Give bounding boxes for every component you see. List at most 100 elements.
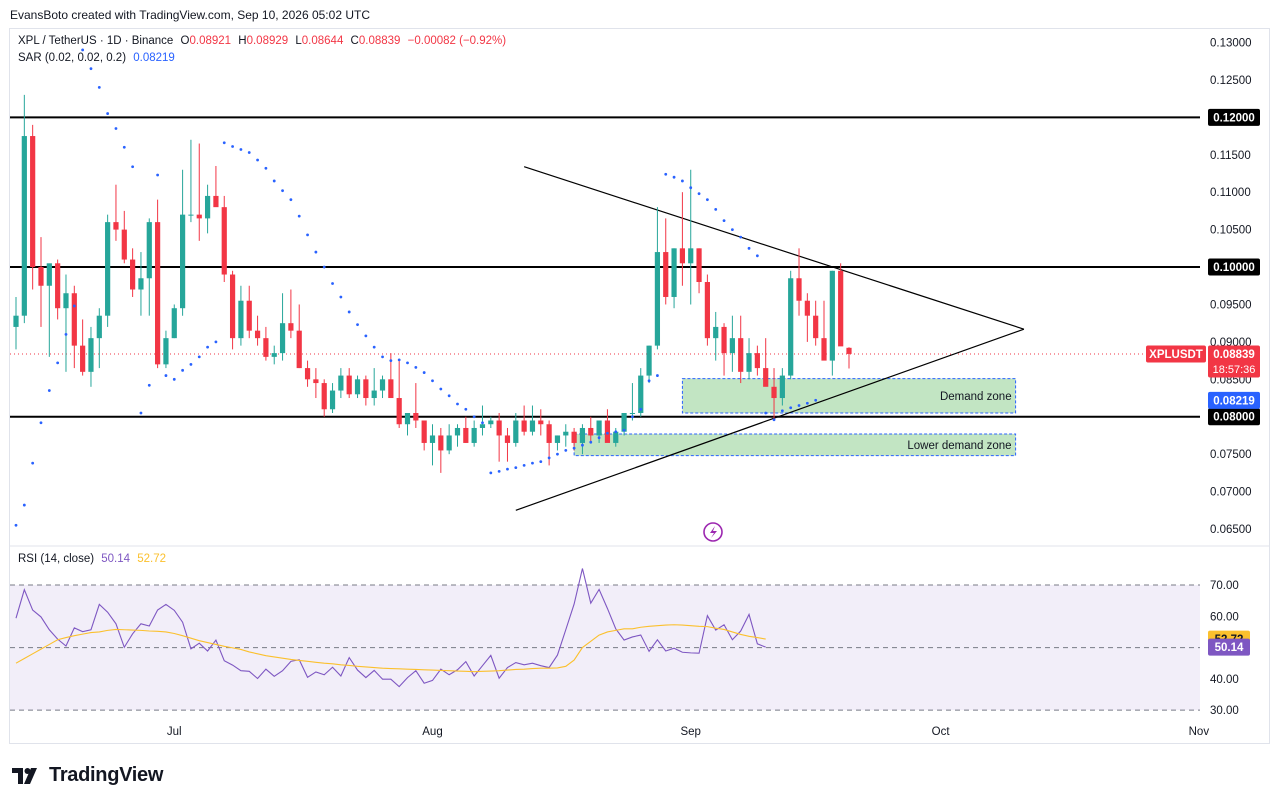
candle[interactable] — [413, 383, 419, 428]
candle[interactable] — [88, 326, 94, 387]
candle[interactable] — [754, 345, 760, 376]
tradingview-branding[interactable]: TradingView — [12, 764, 163, 787]
candle[interactable] — [471, 420, 477, 447]
candle[interactable] — [121, 210, 127, 264]
candle[interactable] — [588, 416, 594, 443]
candle[interactable] — [388, 353, 394, 399]
candle[interactable] — [46, 263, 52, 357]
candle[interactable] — [338, 368, 344, 399]
candle[interactable] — [404, 413, 411, 436]
candle[interactable] — [671, 248, 677, 309]
candle[interactable] — [38, 237, 44, 327]
candle[interactable] — [188, 139, 194, 223]
candle[interactable] — [838, 263, 844, 347]
candle[interactable] — [779, 368, 785, 406]
candle[interactable] — [146, 218, 152, 316]
candle[interactable] — [463, 416, 469, 443]
candle[interactable] — [454, 424, 461, 447]
candle[interactable] — [229, 270, 236, 350]
candle[interactable] — [663, 218, 669, 305]
candle[interactable] — [354, 375, 361, 399]
candle[interactable] — [746, 338, 752, 380]
candles-layer[interactable] — [13, 94, 852, 473]
candle[interactable] — [304, 360, 311, 387]
chart-svg[interactable]: Demand zone Lower demand zone 0.06500 0.07… — [10, 29, 1269, 743]
candle[interactable] — [130, 248, 136, 297]
candle[interactable] — [696, 248, 702, 294]
candle[interactable] — [396, 360, 402, 428]
candle[interactable] — [138, 252, 144, 316]
candle[interactable] — [846, 347, 852, 369]
candle[interactable] — [30, 124, 36, 290]
candle[interactable] — [704, 274, 710, 346]
candle[interactable] — [571, 427, 577, 451]
candle[interactable] — [654, 207, 661, 350]
candle[interactable] — [796, 248, 802, 316]
candle[interactable] — [288, 289, 294, 339]
candle[interactable] — [180, 169, 186, 316]
candle[interactable] — [171, 304, 177, 339]
candle[interactable] — [679, 192, 685, 286]
candle[interactable] — [321, 379, 327, 417]
rsi-label[interactable]: RSI (14, close) — [18, 553, 95, 565]
candle[interactable] — [804, 293, 810, 342]
candle[interactable] — [579, 424, 586, 455]
candle[interactable] — [279, 293, 286, 361]
candle[interactable] — [788, 270, 794, 380]
candle[interactable] — [346, 368, 352, 399]
candle[interactable] — [813, 300, 819, 346]
candle[interactable] — [313, 368, 319, 399]
candle[interactable] — [246, 285, 252, 339]
candle[interactable] — [238, 285, 244, 346]
candle[interactable] — [196, 143, 202, 241]
candle[interactable] — [363, 375, 369, 406]
candle[interactable] — [821, 300, 827, 361]
candle[interactable] — [738, 315, 744, 384]
candle[interactable] — [488, 416, 494, 428]
sar-label[interactable]: SAR (0.02, 0.02, 0.2) — [18, 52, 127, 64]
candle[interactable] — [213, 165, 219, 208]
candle[interactable] — [80, 319, 86, 376]
candle[interactable] — [429, 424, 436, 466]
candle[interactable] — [371, 368, 377, 406]
candle[interactable] — [296, 304, 302, 369]
candle[interactable] — [646, 345, 652, 384]
candle[interactable] — [621, 413, 627, 436]
candle[interactable] — [763, 338, 769, 387]
candle[interactable] — [521, 405, 527, 436]
chart-frame[interactable]: Demand zone Lower demand zone 0.06500 0.07… — [9, 28, 1270, 744]
candle[interactable] — [63, 274, 69, 372]
candle[interactable] — [538, 409, 544, 436]
candle[interactable] — [71, 285, 77, 369]
candle[interactable] — [829, 270, 835, 376]
candle[interactable] — [513, 413, 519, 447]
candle[interactable] — [529, 405, 536, 436]
candle[interactable] — [629, 383, 636, 421]
candle[interactable] — [204, 184, 211, 234]
candle[interactable] — [729, 315, 735, 372]
candle[interactable] — [771, 368, 777, 421]
candle[interactable] — [221, 195, 227, 283]
candle[interactable] — [113, 184, 119, 241]
candle[interactable] — [254, 315, 261, 346]
candle[interactable] — [96, 308, 102, 369]
candle[interactable] — [504, 427, 511, 462]
candle[interactable] — [379, 375, 386, 399]
candle[interactable] — [271, 345, 277, 365]
event-marker[interactable] — [703, 522, 723, 542]
candle[interactable] — [421, 420, 427, 451]
candle[interactable] — [105, 214, 111, 327]
candle[interactable] — [446, 424, 452, 455]
candle[interactable] — [713, 311, 719, 361]
symbol-title[interactable]: XPL / TetherUS · 1D · Binance — [18, 35, 174, 47]
candle[interactable] — [55, 259, 61, 320]
candle[interactable] — [596, 420, 602, 443]
candle[interactable] — [563, 424, 569, 447]
candle[interactable] — [21, 94, 27, 324]
candle[interactable] — [263, 326, 269, 361]
candle[interactable] — [688, 169, 694, 305]
candle[interactable] — [13, 296, 19, 350]
candle[interactable] — [554, 435, 561, 451]
candle[interactable] — [496, 413, 502, 462]
candle[interactable] — [438, 427, 444, 473]
